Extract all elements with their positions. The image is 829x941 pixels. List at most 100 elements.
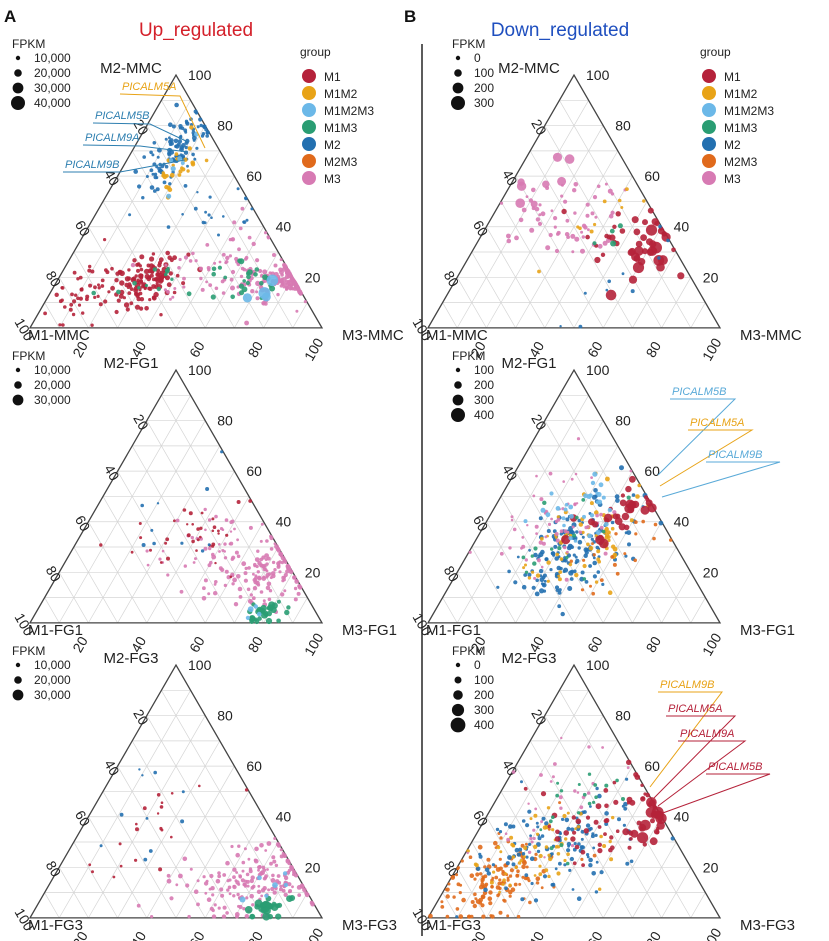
point-M3 bbox=[178, 873, 183, 879]
point-M1M2 bbox=[605, 533, 609, 538]
point-M2M3 bbox=[451, 875, 455, 879]
fpkm-size-symbol bbox=[12, 82, 24, 94]
fpkm-size-label: 300 bbox=[474, 703, 494, 717]
point-M1 bbox=[561, 535, 571, 545]
left-tick-label: 60 bbox=[72, 512, 94, 534]
point-M3 bbox=[235, 914, 239, 919]
point-M3 bbox=[214, 514, 218, 519]
point-M3 bbox=[187, 914, 191, 919]
point-M1 bbox=[609, 835, 614, 840]
point-M3 bbox=[517, 178, 525, 186]
point-M1 bbox=[97, 283, 100, 287]
point-M2 bbox=[630, 289, 635, 294]
point-M1M2 bbox=[607, 538, 611, 543]
point-M1 bbox=[214, 561, 217, 565]
point-M3 bbox=[257, 575, 262, 580]
point-M3 bbox=[163, 288, 167, 292]
point-M2 bbox=[99, 844, 103, 848]
point-M2 bbox=[528, 842, 532, 847]
point-M2 bbox=[625, 777, 629, 781]
data-points bbox=[499, 152, 685, 329]
point-M3 bbox=[208, 283, 213, 287]
point-M3 bbox=[265, 539, 269, 543]
point-M1 bbox=[555, 829, 560, 835]
point-M1M2M3 bbox=[247, 606, 254, 613]
corner-label-left: M1-MMC bbox=[426, 327, 488, 344]
point-M3 bbox=[573, 789, 577, 793]
grid-line bbox=[131, 740, 235, 919]
point-M3 bbox=[547, 522, 552, 527]
point-M1 bbox=[85, 297, 89, 302]
point-M2 bbox=[658, 224, 662, 229]
point-M3 bbox=[553, 216, 558, 221]
point-M1 bbox=[574, 844, 580, 850]
point-M1M3 bbox=[156, 286, 161, 292]
point-M1M2 bbox=[607, 590, 613, 595]
point-M1M3 bbox=[593, 783, 598, 787]
point-M3 bbox=[266, 868, 269, 871]
point-M3 bbox=[230, 557, 234, 561]
point-M3 bbox=[241, 869, 245, 873]
point-M1 bbox=[138, 264, 142, 268]
point-M3 bbox=[554, 248, 560, 254]
point-M3 bbox=[596, 184, 601, 189]
point-M1 bbox=[642, 842, 647, 847]
grid-line bbox=[690, 597, 706, 624]
point-M3 bbox=[280, 592, 285, 597]
point-M3 bbox=[244, 914, 249, 919]
fpkm-size-symbol bbox=[14, 69, 22, 77]
corner-label-right: M3-MMC bbox=[740, 327, 802, 344]
point-M1M2 bbox=[582, 563, 587, 569]
point-M3 bbox=[277, 561, 281, 565]
point-M2 bbox=[153, 770, 157, 775]
point-M2M3 bbox=[479, 872, 483, 876]
point-M1M2 bbox=[562, 813, 567, 819]
point-M3 bbox=[608, 213, 614, 219]
point-M1 bbox=[112, 875, 116, 879]
point-M3 bbox=[539, 497, 544, 502]
point-M3 bbox=[236, 554, 241, 559]
point-M2 bbox=[614, 494, 620, 500]
point-M3 bbox=[222, 905, 227, 910]
point-M2 bbox=[554, 867, 558, 871]
point-M1 bbox=[139, 297, 145, 302]
point-M1M3 bbox=[144, 283, 148, 288]
data-points bbox=[99, 450, 303, 625]
point-M3 bbox=[244, 257, 248, 261]
point-M3 bbox=[298, 584, 301, 588]
point-M3 bbox=[164, 263, 168, 267]
point-M3 bbox=[185, 883, 190, 888]
point-M3 bbox=[560, 736, 563, 740]
point-M3 bbox=[535, 474, 538, 478]
point-M1M2 bbox=[556, 515, 560, 519]
point-M3 bbox=[506, 837, 510, 842]
point-M1M2 bbox=[492, 870, 496, 874]
point-M1M2 bbox=[174, 152, 179, 157]
point-M3 bbox=[540, 211, 546, 217]
fpkm-size-symbol bbox=[14, 676, 22, 684]
point-M2 bbox=[529, 856, 535, 861]
ternary-frame bbox=[28, 73, 324, 329]
annotation-label: PICALM5B bbox=[95, 110, 149, 122]
point-M3 bbox=[287, 271, 292, 276]
point-M2M3 bbox=[480, 877, 485, 882]
point-M3 bbox=[534, 524, 539, 529]
point-M3 bbox=[265, 585, 271, 591]
point-M1 bbox=[100, 278, 105, 283]
point-M2 bbox=[580, 570, 585, 575]
point-M1M2M3 bbox=[257, 875, 262, 881]
point-M1 bbox=[186, 252, 191, 257]
point-M1 bbox=[627, 845, 632, 850]
point-M1 bbox=[88, 863, 92, 867]
point-M1M3 bbox=[210, 294, 216, 300]
grid-line bbox=[529, 740, 633, 919]
grid-line bbox=[161, 100, 294, 329]
point-M2M3 bbox=[592, 853, 597, 858]
point-M3 bbox=[566, 235, 570, 240]
point-M2 bbox=[592, 846, 596, 850]
point-M1M3 bbox=[550, 547, 554, 551]
point-M3 bbox=[499, 201, 504, 205]
point-M1M3 bbox=[245, 280, 250, 286]
point-M1 bbox=[198, 784, 201, 788]
point-M3 bbox=[243, 578, 248, 583]
